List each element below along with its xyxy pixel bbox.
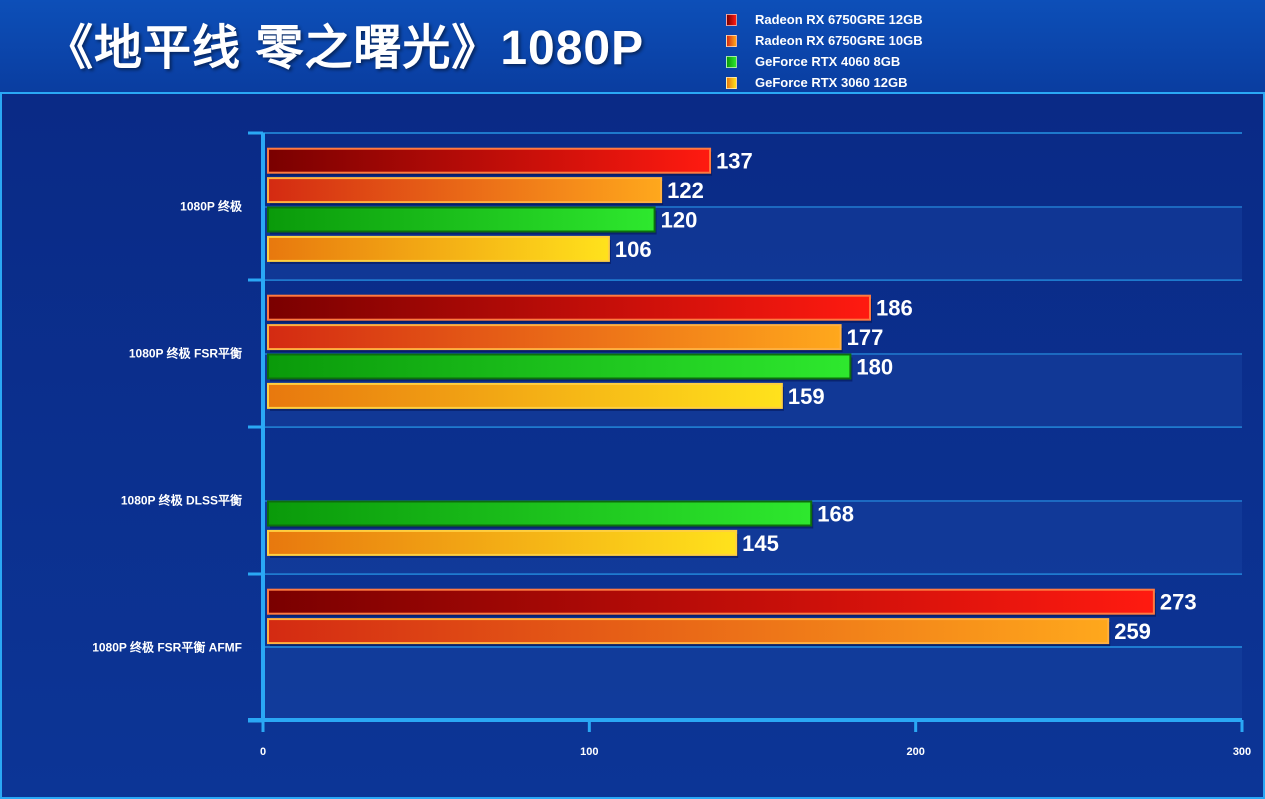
x-tick-label: 100	[580, 746, 598, 758]
bar	[267, 324, 842, 351]
legend-item: GeForce RTX 4060 8GB	[726, 51, 923, 72]
value-label: 122	[667, 178, 704, 203]
legend-item: Radeon RX 6750GRE 10GB	[726, 30, 923, 51]
legend-label: GeForce RTX 4060 8GB	[755, 54, 901, 69]
value-label: 177	[847, 325, 884, 350]
bar	[267, 382, 783, 409]
legend-label: Radeon RX 6750GRE 10GB	[755, 33, 923, 48]
bar	[267, 618, 1110, 645]
category-label: 1080P 终极	[180, 199, 243, 214]
x-tick-label: 300	[1233, 746, 1251, 758]
value-label: 180	[856, 355, 893, 380]
bar	[267, 177, 663, 204]
legend-item: Radeon RX 6750GRE 12GB	[726, 9, 923, 30]
x-tick-label: 200	[906, 746, 924, 758]
bar	[267, 294, 871, 321]
category-label: 1080P 终极 FSR平衡 AFMF	[92, 640, 242, 655]
value-label: 168	[817, 502, 854, 527]
value-label: 273	[1160, 590, 1197, 615]
bar	[267, 206, 656, 233]
legend-swatch	[726, 55, 737, 68]
value-label: 120	[661, 208, 698, 233]
category-label: 1080P 终极 FSR平衡	[129, 346, 242, 361]
chart-header: 《地平线 零之曙光》1080P Radeon RX 6750GRE 12GB Ra…	[0, 0, 1265, 92]
legend-swatch	[726, 13, 737, 26]
legend-item: GeForce RTX 3060 12GB	[726, 72, 923, 93]
legend-swatch	[726, 34, 737, 47]
bar	[267, 500, 813, 527]
category-label: 1080P 终极 DLSS平衡	[121, 493, 242, 508]
legend: Radeon RX 6750GRE 12GB Radeon RX 6750GRE …	[726, 9, 923, 93]
bar	[267, 147, 712, 174]
category-band	[264, 647, 1242, 721]
x-tick-label: 0	[260, 746, 266, 758]
bar	[267, 588, 1155, 615]
value-label: 106	[615, 237, 652, 262]
value-label: 159	[788, 384, 825, 409]
bar	[267, 235, 610, 262]
legend-label: GeForce RTX 3060 12GB	[755, 75, 908, 90]
chart-title: 《地平线 零之曙光》1080P	[45, 22, 645, 75]
value-label: 137	[716, 149, 753, 174]
value-label: 145	[742, 531, 779, 556]
bar	[267, 353, 852, 380]
legend-label: Radeon RX 6750GRE 12GB	[755, 12, 923, 27]
value-label: 259	[1114, 619, 1151, 644]
legend-swatch	[726, 76, 737, 89]
bar	[267, 529, 738, 556]
value-label: 186	[876, 296, 913, 321]
